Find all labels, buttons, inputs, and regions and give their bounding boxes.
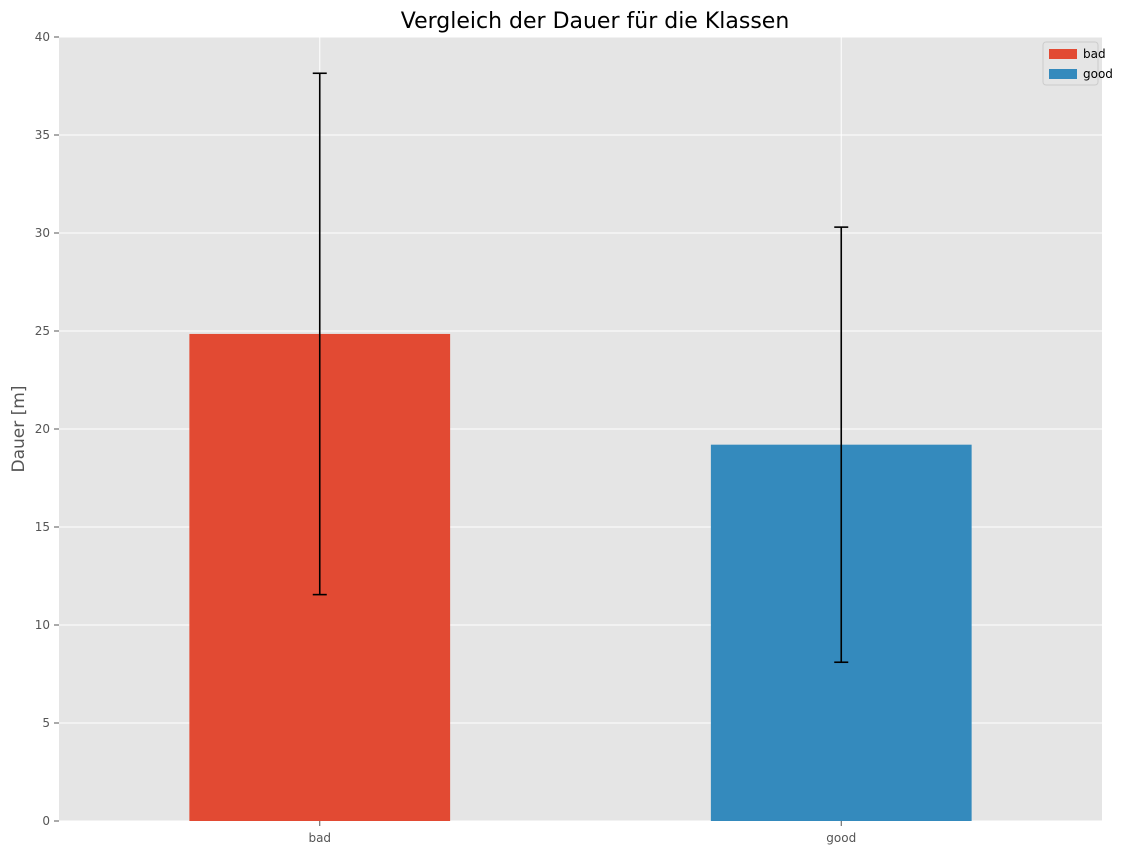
legend: bad good bbox=[1042, 41, 1113, 86]
x-tick-label: good bbox=[826, 831, 856, 845]
legend-label-bad: bad bbox=[1083, 47, 1106, 61]
y-tick-label: 25 bbox=[35, 324, 50, 338]
y-tick-label: 40 bbox=[35, 30, 50, 44]
y-tick-label: 35 bbox=[35, 128, 50, 142]
x-tick-label: bad bbox=[308, 831, 331, 845]
y-tick-label: 5 bbox=[42, 716, 50, 730]
legend-swatch-bad bbox=[1049, 49, 1077, 59]
plot-area: 0 5 10 15 20 25 30 35 40 bad good bbox=[35, 30, 1102, 845]
y-tick-label: 0 bbox=[42, 814, 50, 828]
y-tick-label: 20 bbox=[35, 422, 50, 436]
chart-title: Vergleich der Dauer für die Klassen bbox=[401, 9, 790, 34]
y-tick-label: 30 bbox=[35, 226, 50, 240]
y-axis-label: Dauer [m] bbox=[9, 386, 29, 473]
y-tick-label: 15 bbox=[35, 520, 50, 534]
legend-label-good: good bbox=[1083, 67, 1113, 81]
y-tick-label: 10 bbox=[35, 618, 50, 632]
legend-swatch-good bbox=[1049, 69, 1077, 79]
